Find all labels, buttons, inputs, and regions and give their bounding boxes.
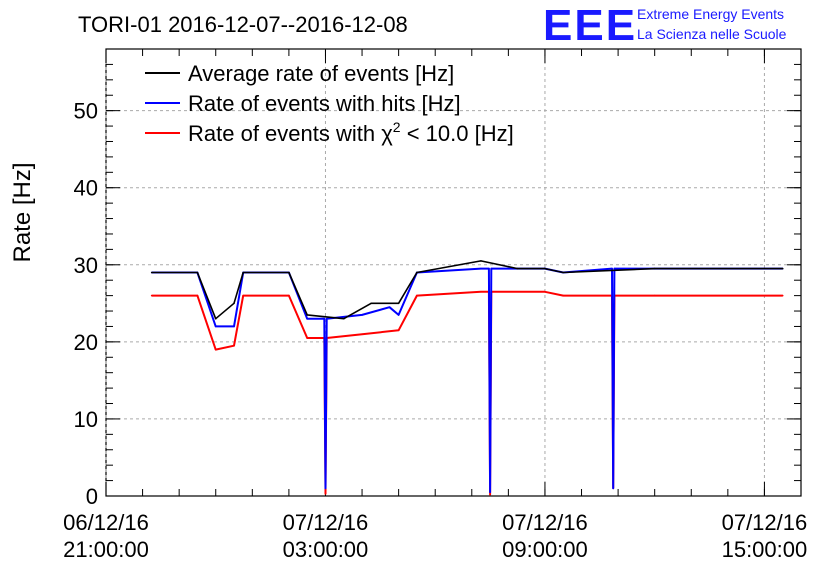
series-point-0 xyxy=(480,260,482,262)
series-point-2 xyxy=(416,294,418,297)
legend-label-hits: Rate of events with hits [Hz] xyxy=(188,91,461,116)
series-point-2 xyxy=(150,294,153,297)
series-line-1 xyxy=(151,267,783,494)
grid-lines xyxy=(105,49,801,496)
series-point-0 xyxy=(288,271,290,274)
series-point-0 xyxy=(653,267,656,270)
legend-label-chi2: Rate of events with χ2 < 10.0 [Hz] xyxy=(188,119,514,146)
y-tick-label: 10 xyxy=(74,407,98,432)
series-layer xyxy=(150,260,784,496)
series-point-0 xyxy=(397,302,400,305)
series-point-1 xyxy=(488,267,490,270)
series-point-2 xyxy=(288,294,290,297)
series-point-0 xyxy=(214,317,217,320)
y-axis-label: Rate [Hz] xyxy=(9,162,36,262)
series-point-0 xyxy=(370,302,373,305)
series-point-2 xyxy=(653,294,656,297)
x-tick-label-date: 06/12/16 xyxy=(63,510,149,535)
series-point-0 xyxy=(544,267,546,270)
series-point-1 xyxy=(612,487,614,490)
x-tick-label-time: 09:00:00 xyxy=(502,537,588,562)
series-point-0 xyxy=(343,317,345,320)
series-point-2 xyxy=(196,294,199,297)
series-point-0 xyxy=(233,302,235,305)
series-point-2 xyxy=(544,291,546,293)
series-point-0 xyxy=(516,267,519,270)
y-tick-label: 20 xyxy=(74,330,98,355)
series-point-1 xyxy=(397,314,400,316)
series-point-1 xyxy=(490,267,493,270)
x-tick-label-date: 07/12/16 xyxy=(283,510,369,535)
plot-frame xyxy=(105,48,802,497)
y-tick-label: 30 xyxy=(74,253,98,278)
x-tick-label-time: 21:00:00 xyxy=(63,537,149,562)
series-point-0 xyxy=(416,271,418,274)
series-point-2 xyxy=(480,291,482,293)
series-point-2 xyxy=(233,344,235,347)
legend-chi2-prefix: Rate of events with xyxy=(188,121,381,146)
series-point-1 xyxy=(323,317,326,320)
series-point-1 xyxy=(611,267,613,270)
series-point-1 xyxy=(306,317,309,320)
series-point-1 xyxy=(388,306,391,309)
chart-title: TORI-01 2016-12-07--2016-12-08 xyxy=(78,12,408,37)
logo-line2: La Scienza nelle Scuole xyxy=(637,26,787,42)
legend-label-average: Average rate of events [Hz] xyxy=(188,61,454,86)
eee-logo: EEE Extreme Energy Events La Scienza nel… xyxy=(543,1,787,50)
series-point-2 xyxy=(306,337,309,339)
series-point-2 xyxy=(781,294,784,297)
series-point-1 xyxy=(214,325,217,328)
y-tick-label: 40 xyxy=(74,176,98,201)
series-point-1 xyxy=(325,317,328,320)
series-point-2 xyxy=(562,294,564,297)
legend-chi2-sup: 2 xyxy=(393,119,401,135)
series-point-1 xyxy=(233,325,235,328)
axis-ticks: 0102030405006/12/1621:00:0007/12/1603:00… xyxy=(63,48,808,562)
series-point-0 xyxy=(196,271,199,274)
logo-line1: Extreme Energy Events xyxy=(637,6,784,22)
series-point-1 xyxy=(613,267,616,270)
series-point-2 xyxy=(489,493,491,496)
series-point-1 xyxy=(489,491,491,493)
series-point-1 xyxy=(361,314,363,316)
logo-mark: EEE xyxy=(543,1,637,50)
series-point-0 xyxy=(242,271,244,274)
x-tick-label-date: 07/12/16 xyxy=(502,510,588,535)
series-point-0 xyxy=(781,267,784,270)
legend: Average rate of events [Hz] Rate of even… xyxy=(145,61,514,146)
series-point-2 xyxy=(324,492,327,495)
series-line-2 xyxy=(151,290,783,496)
series-point-1 xyxy=(324,487,327,490)
series-point-0 xyxy=(306,314,309,316)
series-point-0 xyxy=(562,271,564,274)
y-tick-label: 0 xyxy=(86,484,98,509)
legend-chi2-suffix: < 10.0 [Hz] xyxy=(401,121,514,146)
y-tick-label: 50 xyxy=(74,99,98,124)
series-point-2 xyxy=(397,329,400,332)
x-tick-label-time: 03:00:00 xyxy=(283,537,369,562)
series-point-2 xyxy=(361,333,363,336)
x-tick-label-date: 07/12/16 xyxy=(722,510,808,535)
x-tick-label-time: 15:00:00 xyxy=(722,537,808,562)
series-point-1 xyxy=(480,267,482,270)
series-point-2 xyxy=(214,348,217,351)
series-point-0 xyxy=(150,271,153,274)
legend-chi-symbol: χ xyxy=(381,121,393,146)
series-point-2 xyxy=(242,294,244,297)
